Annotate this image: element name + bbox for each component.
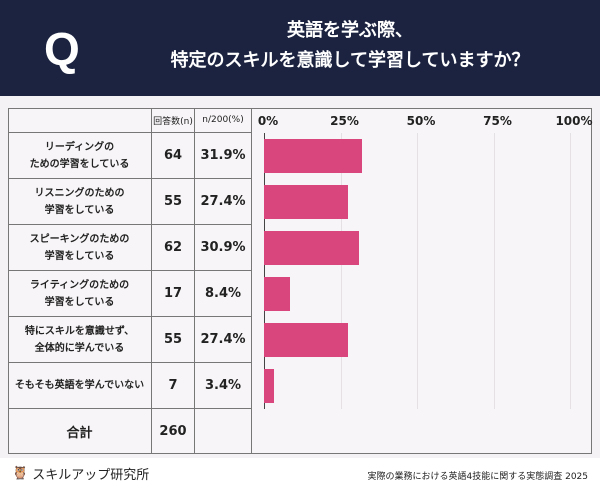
- title-line-2: 特定のスキルを意識して学習していますか？: [170, 50, 530, 71]
- cell-text: ための学習をしている: [29, 158, 130, 170]
- header-blank: [8, 108, 152, 133]
- cell-text: 17: [163, 286, 183, 301]
- x-tick-label: 50%: [406, 114, 436, 128]
- row-pct: 31.9%: [195, 133, 252, 179]
- cell-text: n/200(%): [202, 115, 244, 125]
- cell-text: 64: [163, 148, 183, 163]
- cell-text: リスニングのための: [34, 187, 125, 199]
- row-pct: 3.4%: [195, 363, 252, 409]
- source-text: 実際の業務における英語4技能に関する実態調査 2025: [367, 472, 589, 482]
- row-label: リーディングのための学習をしている: [8, 133, 152, 179]
- row-n: 7: [152, 363, 195, 409]
- row-pct: 30.9%: [195, 225, 252, 271]
- cell-text: 8.4%: [204, 286, 242, 301]
- cell-text: 62: [163, 240, 183, 255]
- logo: 🦉 スキルアップ研究所: [12, 464, 149, 483]
- row-n: 55: [152, 317, 195, 363]
- row-n: 62: [152, 225, 195, 271]
- row-pct: 8.4%: [195, 271, 252, 317]
- bar: [264, 139, 362, 173]
- bar: [264, 277, 290, 311]
- cell-text: 合計: [66, 425, 93, 441]
- bar: [264, 231, 359, 265]
- row-pct: 27.4%: [195, 317, 252, 363]
- header-pct: n/200(%): [195, 108, 252, 133]
- x-tick-label: 75%: [483, 114, 512, 128]
- owl-icon: 🦉: [12, 466, 29, 481]
- row-label: スピーキングのための 学習をしている: [8, 225, 152, 271]
- q-mark: Q: [44, 23, 80, 75]
- cell-text: 回答数(n): [153, 116, 193, 127]
- row-n: 64: [152, 133, 195, 179]
- row-pct: 27.4%: [195, 179, 252, 225]
- cell-text: 260: [159, 423, 187, 439]
- cell-text: スピーキングのための: [29, 233, 130, 245]
- row-label: 特にスキルを意識せず、 全体的に学んでいる: [8, 317, 152, 363]
- cell-text: 学習をしている: [44, 204, 115, 216]
- page-title: 英語を学ぶ際、 特定のスキルを意識して学習していますか？: [110, 16, 590, 76]
- total-pct: [195, 409, 252, 454]
- cell-text: そもそも英語を学んでいない: [14, 380, 145, 391]
- footer: 🦉 スキルアップ研究所 実際の業務における英語4技能に関する実態調査 2025: [0, 458, 600, 492]
- gridline: [417, 133, 418, 409]
- bar: [264, 369, 275, 403]
- cell-text: 3.4%: [204, 378, 242, 393]
- cell-text: 31.9%: [200, 148, 246, 163]
- cell-text: 27.4%: [200, 194, 246, 209]
- gridline: [493, 133, 495, 409]
- total-label: 合計: [8, 409, 152, 454]
- row-n: 17: [152, 271, 195, 317]
- x-tick-label: 25%: [330, 114, 359, 128]
- x-tick-label: 100%: [555, 114, 593, 128]
- gridline: [340, 133, 342, 409]
- row-n: 55: [152, 179, 195, 225]
- bar: [264, 323, 348, 357]
- row-label: そもそも英語を学んでいない: [8, 363, 152, 409]
- header-n: 回答数(n): [152, 108, 195, 133]
- row-label: リスニングのための 学習をしている: [8, 179, 152, 225]
- header: Q 英語を学ぶ際、 特定のスキルを意識して学習していますか？: [0, 0, 600, 96]
- title-line-1: 英語を学ぶ際、: [287, 20, 413, 41]
- cell-text: 27.4%: [200, 332, 246, 347]
- cell-text: 学習をしている: [44, 250, 115, 262]
- cell-text: 7: [168, 378, 178, 393]
- x-tick-label: 0%: [257, 114, 279, 128]
- cell-text: 特にスキルを意識せず、: [24, 325, 135, 337]
- y-axis: [264, 133, 265, 409]
- total-n: 260: [152, 409, 195, 454]
- cell-text: 学習をしている: [44, 296, 115, 308]
- logo-text: スキルアップ研究所: [32, 468, 150, 483]
- gridline: [570, 133, 571, 409]
- row-label: ライティングのための 学習をしている: [8, 271, 152, 317]
- cell-text: 30.9%: [200, 240, 246, 255]
- cell-text: リーディングの: [44, 141, 115, 153]
- cell-text: ライティングのための: [29, 279, 130, 291]
- cell-text: 全体的に学んでいる: [34, 342, 125, 354]
- cell-text: 55: [163, 332, 183, 347]
- bar: [264, 185, 348, 219]
- cell-text: 55: [163, 194, 183, 209]
